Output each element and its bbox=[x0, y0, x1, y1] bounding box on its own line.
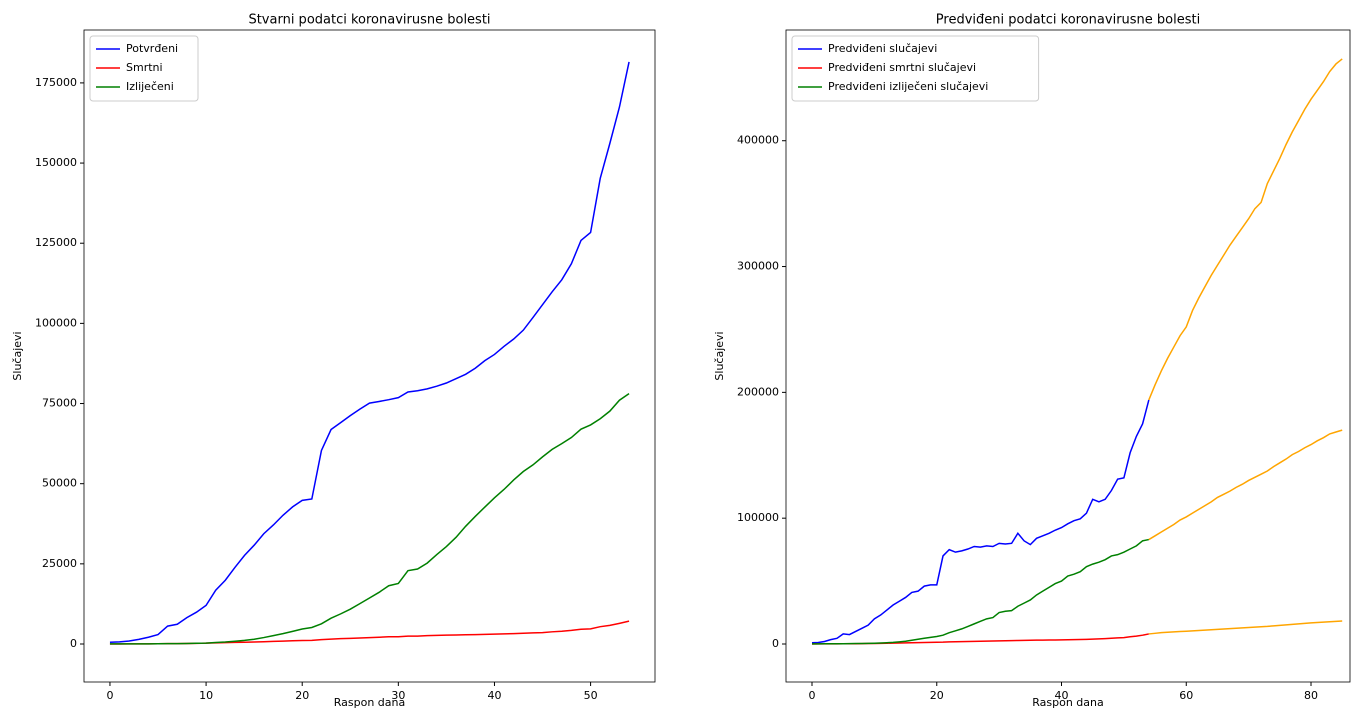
y-axis-label: Slučajevi bbox=[11, 331, 24, 380]
series-line bbox=[811, 399, 1150, 644]
x-tick-label: 50 bbox=[584, 689, 598, 702]
x-tick-label: 30 bbox=[391, 689, 405, 702]
series-line bbox=[109, 61, 630, 643]
legend-box bbox=[89, 35, 199, 102]
axes-frame bbox=[785, 29, 1351, 683]
x-tick-label: 0 bbox=[809, 689, 816, 702]
x-tick-label: 0 bbox=[106, 689, 113, 702]
legend-label: Izliječeni bbox=[126, 80, 174, 93]
y-tick-label: 300000 bbox=[737, 260, 779, 273]
x-tick-label: 40 bbox=[1055, 689, 1069, 702]
y-tick-label: 75000 bbox=[42, 397, 77, 410]
series-line bbox=[1148, 620, 1343, 635]
chart-title: Stvarni podatci koronavirusne bolesti bbox=[248, 13, 490, 28]
series-line bbox=[812, 633, 1149, 645]
series-line bbox=[812, 538, 1149, 645]
legend-box bbox=[791, 35, 1040, 102]
series-line bbox=[1148, 58, 1343, 401]
legend-label: Predviđeni izliječeni slučajevi bbox=[828, 80, 988, 93]
y-tick-label: 100000 bbox=[35, 316, 77, 329]
x-tick-label: 20 bbox=[930, 689, 944, 702]
y-tick-label: 0 bbox=[70, 637, 77, 650]
y-tick-label: 125000 bbox=[35, 236, 77, 249]
y-tick-label: 400000 bbox=[737, 134, 779, 147]
x-tick-label: 40 bbox=[487, 689, 501, 702]
y-tick-label: 25000 bbox=[42, 557, 77, 570]
y-tick-label: 50000 bbox=[42, 477, 77, 490]
legend-label: Predviđeni smrtni slučajevi bbox=[828, 61, 976, 74]
chart-title: Predviđeni podatci koronavirusne bolesti bbox=[936, 13, 1200, 28]
axes-frame bbox=[83, 29, 656, 683]
legend-label: Potvrđeni bbox=[126, 42, 178, 55]
series-line bbox=[109, 393, 630, 645]
x-axis-label: Raspon dana bbox=[1032, 696, 1104, 709]
legend-label: Smrtni bbox=[126, 61, 163, 74]
y-tick-label: 100000 bbox=[737, 511, 779, 524]
y-axis-label: Slučajevi bbox=[713, 331, 726, 380]
x-tick-label: 10 bbox=[199, 689, 213, 702]
legend: Potvrđeni Smrtni Izliječeni bbox=[89, 35, 199, 102]
x-axis-label: Raspon dana bbox=[334, 696, 406, 709]
y-tick-label: 200000 bbox=[737, 385, 779, 398]
y-tick-label: 175000 bbox=[35, 76, 77, 89]
x-tick-label: 20 bbox=[295, 689, 309, 702]
y-tick-label: 0 bbox=[772, 637, 779, 650]
legend-label: Predviđeni slučajevi bbox=[828, 42, 937, 55]
x-tick-label: 80 bbox=[1304, 689, 1318, 702]
y-tick-label: 150000 bbox=[35, 156, 77, 169]
series-line bbox=[109, 620, 630, 645]
series-line bbox=[1148, 429, 1343, 541]
legend: Predviđeni slučajevi Predviđeni smrtni sl… bbox=[791, 35, 1040, 102]
x-tick-label: 60 bbox=[1179, 689, 1193, 702]
